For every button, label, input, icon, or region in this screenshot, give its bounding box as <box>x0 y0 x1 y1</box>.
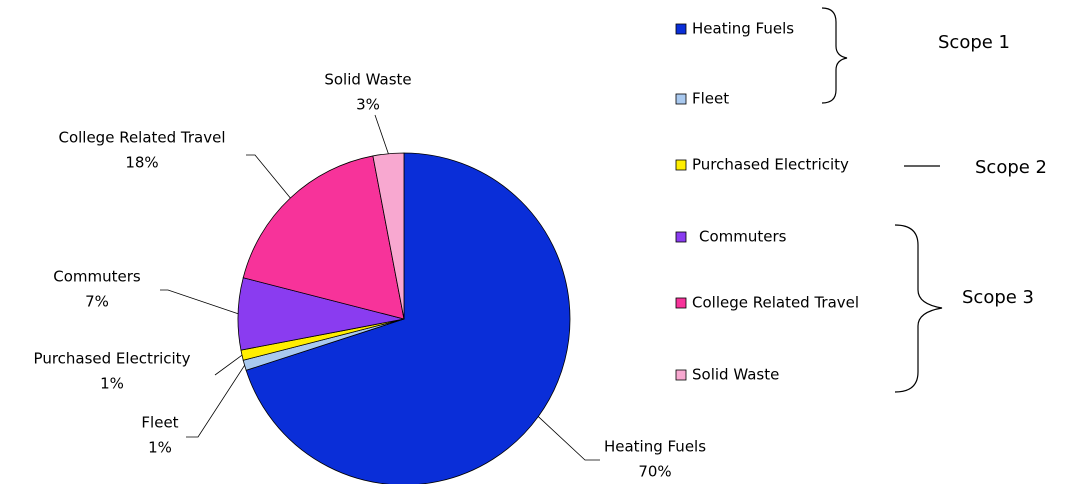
leader-line <box>374 114 389 154</box>
scope-label: Scope 2 <box>975 157 1047 178</box>
slice-label: Purchased Electricity <box>34 350 191 368</box>
slice-label: Solid Waste <box>324 71 411 89</box>
slice-label: Fleet <box>141 414 178 432</box>
scope-label: Scope 3 <box>962 287 1034 308</box>
slice-value: 1% <box>100 375 124 393</box>
legend-swatch <box>675 93 687 105</box>
legend-label: Commuters <box>699 228 787 246</box>
slice-value: 3% <box>356 96 380 114</box>
leader-line <box>538 416 600 461</box>
slice-value: 7% <box>85 293 109 311</box>
leader-line <box>160 289 239 315</box>
legend-swatch <box>675 159 687 171</box>
scope-brace <box>821 7 848 104</box>
legend-label: College Related Travel <box>692 294 859 312</box>
legend-swatch <box>675 23 687 35</box>
legend-label: Purchased Electricity <box>692 156 849 174</box>
pie-slice <box>245 152 571 484</box>
legend-label: Heating Fuels <box>692 20 794 38</box>
legend-label: Solid Waste <box>692 366 779 384</box>
leader-line <box>186 365 245 438</box>
slice-value: 18% <box>125 154 158 172</box>
scope-brace <box>894 224 943 393</box>
legend-label: Fleet <box>692 90 729 108</box>
scope-label: Scope 1 <box>938 32 1010 53</box>
slice-value: 70% <box>638 463 671 481</box>
leader-line <box>214 354 243 376</box>
slice-value: 1% <box>148 439 172 457</box>
slice-label: College Related Travel <box>58 129 225 147</box>
slice-label: Heating Fuels <box>604 438 706 456</box>
legend-swatch <box>675 231 687 243</box>
slice-label: Commuters <box>53 268 141 286</box>
legend-swatch <box>675 369 687 381</box>
leader-line <box>246 154 291 199</box>
legend-swatch <box>675 297 687 309</box>
